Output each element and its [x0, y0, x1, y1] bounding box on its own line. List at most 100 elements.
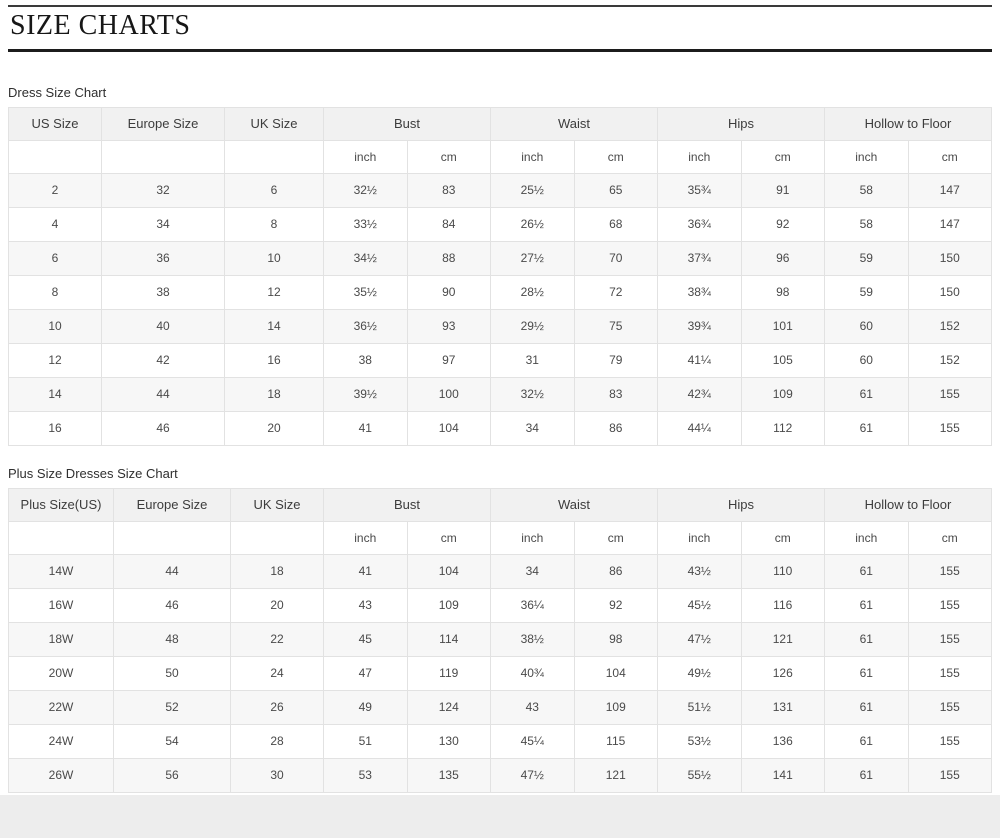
table-cell: 59: [824, 274, 909, 310]
table-cell: 119: [406, 655, 491, 691]
table-cell: 61: [824, 723, 909, 759]
table-cell: 110: [740, 553, 825, 589]
table-cell: 109: [573, 689, 658, 725]
empty-cell: [8, 139, 102, 174]
table-cell: 34: [101, 206, 225, 242]
dress-size-chart-caption: Dress Size Chart: [8, 84, 107, 100]
column-header-bust: Bust: [323, 106, 491, 141]
table-cell: 46: [113, 587, 231, 623]
table-cell: 109: [406, 587, 491, 623]
table-cell: 58: [824, 206, 909, 242]
unit-label: cm: [573, 520, 658, 555]
table-cell: 53: [323, 757, 408, 793]
footer-band: [0, 795, 1000, 838]
table-cell: 97: [406, 342, 491, 378]
empty-cell: [101, 139, 225, 174]
table-cell: 101: [740, 308, 825, 344]
table-cell: 2: [8, 172, 102, 208]
table-header-row: US Size Europe Size UK Size Bust Waist H…: [8, 106, 992, 141]
plus-size-chart-caption: Plus Size Dresses Size Chart: [8, 465, 178, 481]
page-title: SIZE CHARTS: [10, 10, 191, 41]
table-cell: 47½: [657, 621, 742, 657]
column-header-hollow-to-floor: Hollow to Floor: [824, 487, 992, 522]
unit-label: cm: [907, 520, 992, 555]
table-cell: 34: [490, 553, 575, 589]
table-row: 22W 52 26 49 124 43 109 51½ 131 61 155: [8, 689, 992, 725]
table-cell: 45¼: [490, 723, 575, 759]
table-cell: 114: [406, 621, 491, 657]
table-cell: 112: [740, 410, 825, 446]
unit-label: inch: [824, 520, 909, 555]
table-cell: 32½: [490, 376, 575, 412]
table-cell: 155: [907, 689, 992, 725]
table-cell: 155: [907, 553, 992, 589]
table-cell: 54: [113, 723, 231, 759]
unit-label: inch: [323, 520, 408, 555]
table-cell: 83: [406, 172, 491, 208]
table-cell: 38: [323, 342, 408, 378]
table-row: 6 36 10 34½ 88 27½ 70 37¾ 96 59 150: [8, 240, 992, 276]
table-cell: 8: [8, 274, 102, 310]
table-cell: 36: [101, 240, 225, 276]
table-cell: 39½: [323, 376, 408, 412]
table-cell: 130: [406, 723, 491, 759]
column-header-hips: Hips: [657, 106, 825, 141]
unit-label: inch: [824, 139, 909, 174]
table-cell: 8: [224, 206, 324, 242]
empty-cell: [230, 520, 324, 555]
plus-size-table-head: Plus Size(US) Europe Size UK Size Bust W…: [8, 487, 992, 555]
unit-label: cm: [907, 139, 992, 174]
table-cell: 38½: [490, 621, 575, 657]
table-cell: 47: [323, 655, 408, 691]
table-cell: 34: [490, 410, 575, 446]
unit-label: cm: [740, 520, 825, 555]
table-cell: 61: [824, 757, 909, 793]
table-cell: 155: [907, 757, 992, 793]
column-header-plus-size-us: Plus Size(US): [8, 487, 114, 522]
table-cell: 18W: [8, 621, 114, 657]
table-cell: 72: [573, 274, 658, 310]
table-cell: 38: [101, 274, 225, 310]
table-cell: 25½: [490, 172, 575, 208]
table-cell: 61: [824, 587, 909, 623]
table-cell: 24W: [8, 723, 114, 759]
table-cell: 49: [323, 689, 408, 725]
dress-size-table-body: 2 32 6 32½ 83 25½ 65 35¾ 91 58 147 4 34 8 33½ 84 26½ 68 36…: [8, 172, 992, 446]
table-cell: 121: [740, 621, 825, 657]
table-cell: 44: [113, 553, 231, 589]
column-header-uk-size: UK Size: [224, 106, 324, 141]
table-cell: 147: [907, 172, 992, 208]
table-cell: 152: [907, 308, 992, 344]
table-cell: 126: [740, 655, 825, 691]
column-header-europe-size: Europe Size: [101, 106, 225, 141]
empty-cell: [113, 520, 231, 555]
table-cell: 79: [573, 342, 658, 378]
table-cell: 14: [224, 308, 324, 344]
table-cell: 36¾: [657, 206, 742, 242]
table-cell: 18: [224, 376, 324, 412]
unit-label: inch: [323, 139, 408, 174]
table-cell: 55½: [657, 757, 742, 793]
table-cell: 39¾: [657, 308, 742, 344]
dress-size-table: US Size Europe Size UK Size Bust Waist H…: [8, 106, 992, 446]
table-cell: 40¾: [490, 655, 575, 691]
table-cell: 50: [113, 655, 231, 691]
table-cell: 75: [573, 308, 658, 344]
table-cell: 24: [230, 655, 324, 691]
table-cell: 20W: [8, 655, 114, 691]
table-header-row: Plus Size(US) Europe Size UK Size Bust W…: [8, 487, 992, 522]
table-cell: 41: [323, 553, 408, 589]
table-cell: 30: [230, 757, 324, 793]
table-cell: 155: [907, 410, 992, 446]
table-cell: 104: [406, 553, 491, 589]
plus-size-table-body: 14W 44 18 41 104 34 86 43½ 110 61 155 16W 46 20 43 109 3…: [8, 553, 992, 793]
table-cell: 86: [573, 553, 658, 589]
table-cell: 53½: [657, 723, 742, 759]
column-header-europe-size: Europe Size: [113, 487, 231, 522]
table-cell: 41: [323, 410, 408, 446]
empty-cell: [8, 520, 114, 555]
table-cell: 45: [323, 621, 408, 657]
column-header-hollow-to-floor: Hollow to Floor: [824, 106, 992, 141]
table-cell: 26½: [490, 206, 575, 242]
table-cell: 52: [113, 689, 231, 725]
